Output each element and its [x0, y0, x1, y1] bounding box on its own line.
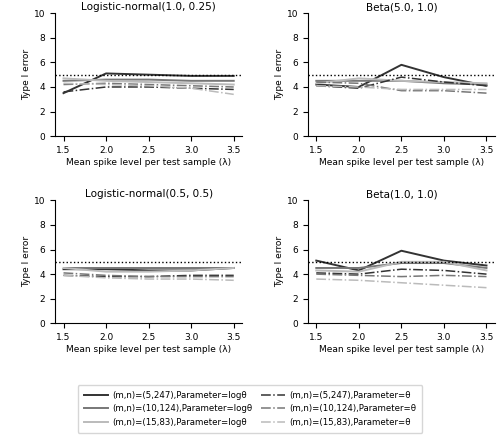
Title: Beta(5.0, 1.0): Beta(5.0, 1.0) — [366, 2, 437, 12]
X-axis label: Mean spike level per test sample (λ): Mean spike level per test sample (λ) — [66, 158, 231, 167]
X-axis label: Mean spike level per test sample (λ): Mean spike level per test sample (λ) — [66, 345, 231, 354]
Title: Beta(1.0, 1.0): Beta(1.0, 1.0) — [366, 190, 437, 199]
Y-axis label: Type I error: Type I error — [22, 49, 31, 100]
Y-axis label: Type I error: Type I error — [275, 49, 284, 100]
Title: Logistic-normal(1.0, 0.25): Logistic-normal(1.0, 0.25) — [81, 2, 216, 12]
Title: Logistic-normal(0.5, 0.5): Logistic-normal(0.5, 0.5) — [84, 190, 212, 199]
X-axis label: Mean spike level per test sample (λ): Mean spike level per test sample (λ) — [319, 158, 484, 167]
Legend: (m,n)=(5,247),Parameter=logθ, (m,n)=(10,124),Parameter=logθ, (m,n)=(15,83),Param: (m,n)=(5,247),Parameter=logθ, (m,n)=(10,… — [78, 385, 422, 433]
Y-axis label: Type I error: Type I error — [22, 236, 31, 288]
Y-axis label: Type I error: Type I error — [275, 236, 284, 288]
X-axis label: Mean spike level per test sample (λ): Mean spike level per test sample (λ) — [319, 345, 484, 354]
